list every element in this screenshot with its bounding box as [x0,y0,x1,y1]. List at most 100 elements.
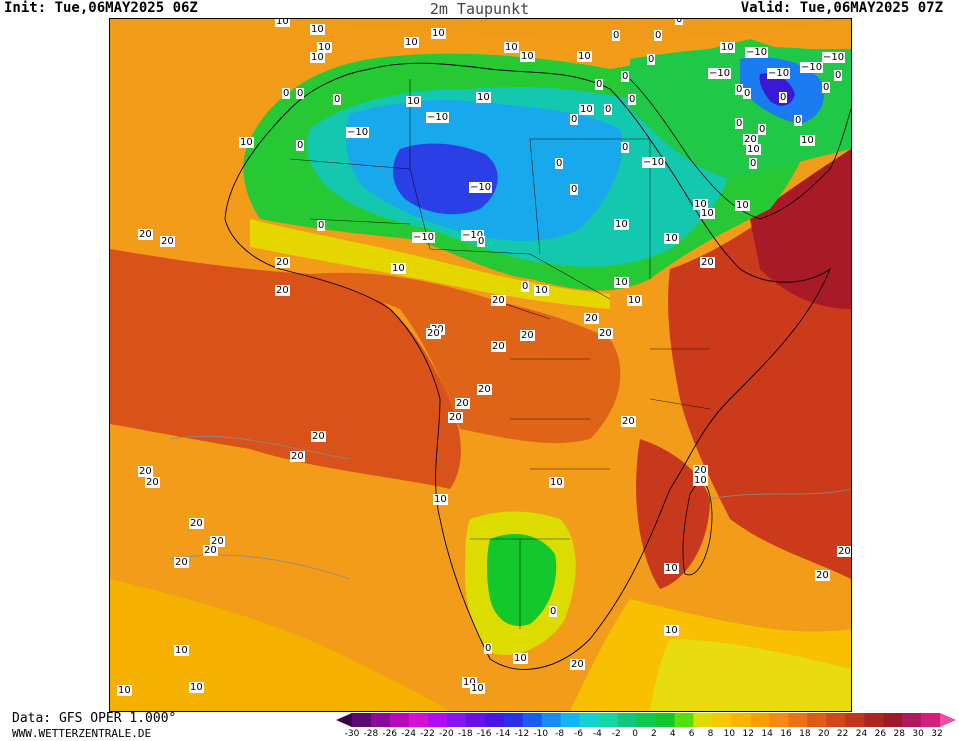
contour-label: 20 [477,384,492,395]
contour-label: 10 [520,51,535,62]
colorbar-tick-label: -4 [592,729,602,739]
arabia-coast [629,78,851,220]
south-africa-green [487,534,557,627]
colorbar-swatch [712,713,732,727]
contour-label: 10 [800,135,815,146]
contour-label: −10 [800,62,824,73]
contour-20 [169,435,851,580]
contour-label: 10 [470,683,485,694]
colorbar-swatch [807,713,827,727]
colorbar-tick-label: 10 [723,729,736,739]
contour-label: −10 [461,230,485,241]
colorbar-tick-label: -14 [495,729,511,739]
contour-label: 20 [491,295,506,306]
contour-label: 20 [311,431,326,442]
contour-label: 10 [720,42,735,53]
colorbar-swatch [484,713,505,727]
contour-label: −10 [822,52,846,63]
sahel-yellow [250,219,610,309]
cool-south-atlantic [110,579,450,711]
colorbar-tick-label: -18 [457,729,473,739]
contour-label: 20 [275,257,290,268]
colorbar-ticks: -30 -28 -26 -24 -22 -20 -18 -16 -14 -12 -10 -8 -6 -4-… [345,729,944,741]
yellow-south [650,639,851,711]
contour-label: 10 [664,233,679,244]
data-source: Data: GFS OPER 1.000° [12,711,177,726]
colorbar-tick-label: 22 [836,729,849,739]
colorbar-tick-label: -10 [533,729,549,739]
colorbar-swatch [503,713,524,727]
colorbar-tick-label: 2 [651,729,657,739]
colorbar-tick-label: -28 [363,729,379,739]
contour-label: 10 [746,144,761,155]
contour-label: 0 [604,104,613,115]
contour-label: 0 [521,281,530,292]
colorbar-tick-label: -8 [555,729,565,739]
contour-label: −10 [346,127,370,138]
contour-label: 10 [664,563,679,574]
contour-label: 20 [570,659,585,670]
contour-label: 20 [837,546,851,557]
contour-label: 0 [612,30,621,41]
contour-label: 10 [317,42,332,53]
contour-label: 10 [275,18,290,27]
contour-label: 10 [504,42,519,53]
contour-label: 0 [296,88,305,99]
contour-label: 0 [555,158,564,169]
contour-label: 20 [189,518,204,529]
contour-label: 20 [275,285,290,296]
contour-label: 0 [549,606,558,617]
contour-label: 10 [239,137,254,148]
colorbar-swatch [370,713,391,727]
colorbar-tick-label: 30 [912,729,924,739]
colorbar-swatch [921,713,941,727]
colorbar-swatch [408,713,429,727]
contour-label: 20 [203,545,218,556]
contour-label: 0 [477,236,486,247]
contour-label: 10 [431,28,446,39]
contour-label: 20 [455,398,470,409]
colorbar-swatch [541,713,561,727]
colorbar-swatch [883,713,903,727]
colorbar-swatch [902,713,922,727]
colorbar-swatch [560,713,580,727]
contour-label: 10 [476,92,491,103]
contour-label: 10 [462,677,477,688]
colorbar-swatch [446,713,467,727]
contour-label: 10 [693,475,708,486]
contour-label: 10 [549,477,564,488]
colorbar-tick-label: 0 [632,729,638,739]
colorbar-tick-label: -12 [514,729,530,739]
colorbar-tick-label: 4 [669,729,676,739]
border-lines [289,79,711,629]
contour-label: 10 [577,51,592,62]
contour-label: −10 [642,157,666,168]
contour-label: 0 [282,88,291,99]
colorbar-swatch [579,713,599,727]
contour-label: 10 [614,277,629,288]
colorbar-tick-label: 26 [874,729,887,739]
warm-mozambique [636,439,710,589]
colorbar [336,713,956,727]
colorbar-tick-label: 32 [931,729,943,739]
contour-label: −10 [469,182,493,193]
contour-label: 20 [520,330,535,341]
hot-arabian-sea [750,149,851,309]
contour-label: −10 [412,232,436,243]
contour-label: 0 [654,30,663,41]
init-time: Init: Tue,06MAY2025 06Z [4,0,198,16]
colorbar-tick-label: 8 [707,729,714,739]
contour-label: 10 [174,645,189,656]
contour-label: 10 [404,37,419,48]
contour-label: 20 [174,557,189,568]
contour-label: 0 [628,94,637,105]
contour-label: 0 [834,70,843,81]
contour-label: 0 [735,84,744,95]
mediterranean-warm [270,19,851,40]
colorbar-swatch [750,713,770,727]
contour-label: 20 [491,341,506,352]
madagascar-coast [682,478,713,576]
contour-label: 20 [743,134,758,145]
contour-label: 0 [735,118,744,129]
contour-label: 10 [117,685,132,696]
